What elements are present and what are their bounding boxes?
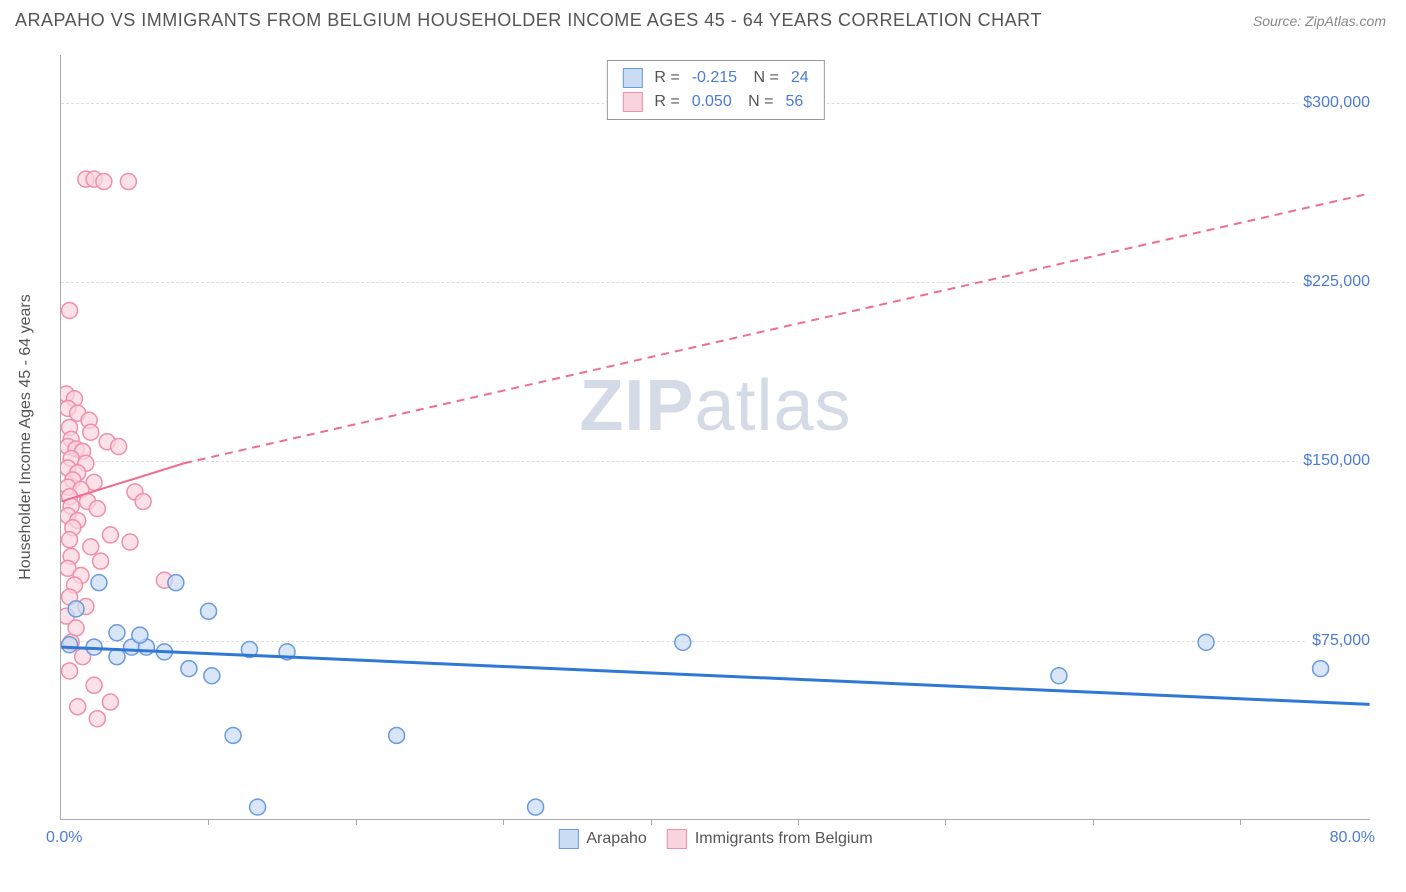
- series-legend: Arapaho Immigrants from Belgium: [558, 829, 872, 849]
- x-tick: [1093, 819, 1094, 825]
- x-axis-max-label: 80.0%: [1330, 829, 1375, 847]
- header: ARAPAHO VS IMMIGRANTS FROM BELGIUM HOUSE…: [0, 0, 1406, 41]
- y-tick-label: $225,000: [1298, 273, 1375, 291]
- r-value-pink: 0.050: [692, 93, 732, 111]
- y-tick-label: $150,000: [1298, 452, 1375, 470]
- legend-item-pink: Immigrants from Belgium: [667, 829, 873, 849]
- r-label: R =: [654, 93, 679, 111]
- n-label: N =: [744, 93, 774, 111]
- n-value-blue: 24: [791, 69, 809, 87]
- x-axis-min-label: 0.0%: [46, 829, 82, 847]
- x-tick: [651, 819, 652, 825]
- r-label: R =: [654, 69, 679, 87]
- y-tick-label: $75,000: [1307, 632, 1375, 650]
- legend-label-blue: Arapaho: [586, 830, 647, 848]
- y-axis-label: Householder Income Ages 45 - 64 years: [17, 294, 35, 580]
- legend-row-pink: R = 0.050 N = 56: [622, 90, 808, 114]
- scatter-plot: [61, 55, 1370, 819]
- swatch-blue: [558, 829, 578, 849]
- legend-label-pink: Immigrants from Belgium: [695, 830, 873, 848]
- y-tick-label: $300,000: [1298, 94, 1375, 112]
- x-tick: [945, 819, 946, 825]
- n-label: N =: [749, 69, 779, 87]
- swatch-pink: [667, 829, 687, 849]
- r-value-blue: -0.215: [692, 69, 737, 87]
- chart-title: ARAPAHO VS IMMIGRANTS FROM BELGIUM HOUSE…: [15, 10, 1042, 31]
- source-attribution: Source: ZipAtlas.com: [1253, 13, 1386, 29]
- x-tick: [208, 819, 209, 825]
- swatch-pink: [622, 92, 642, 112]
- x-tick: [798, 819, 799, 825]
- correlation-legend: R = -0.215 N = 24 R = 0.050 N = 56: [606, 60, 824, 120]
- x-tick: [356, 819, 357, 825]
- legend-row-blue: R = -0.215 N = 24: [622, 66, 808, 90]
- n-value-pink: 56: [786, 93, 804, 111]
- x-tick: [503, 819, 504, 825]
- x-tick: [1240, 819, 1241, 825]
- chart-area: ZIPatlas Householder Income Ages 45 - 64…: [60, 55, 1370, 820]
- swatch-blue: [622, 68, 642, 88]
- legend-item-blue: Arapaho: [558, 829, 647, 849]
